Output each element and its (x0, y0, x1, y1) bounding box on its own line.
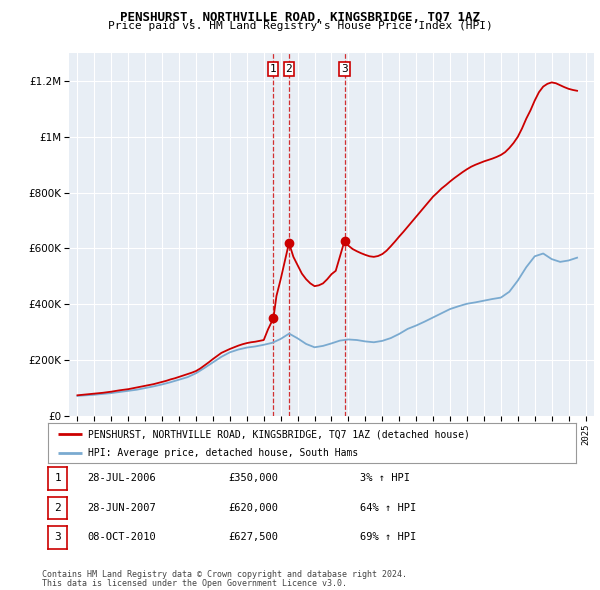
Text: Price paid vs. HM Land Registry's House Price Index (HPI): Price paid vs. HM Land Registry's House … (107, 21, 493, 31)
Text: 1: 1 (270, 64, 277, 74)
Text: £627,500: £627,500 (228, 533, 278, 542)
Text: 2: 2 (54, 503, 61, 513)
Text: Contains HM Land Registry data © Crown copyright and database right 2024.: Contains HM Land Registry data © Crown c… (42, 570, 407, 579)
Text: 3% ↑ HPI: 3% ↑ HPI (360, 474, 410, 483)
Text: PENSHURST, NORTHVILLE ROAD, KINGSBRIDGE, TQ7 1AZ: PENSHURST, NORTHVILLE ROAD, KINGSBRIDGE,… (120, 11, 480, 24)
Text: 2: 2 (286, 64, 292, 74)
Text: 28-JUL-2006: 28-JUL-2006 (87, 474, 156, 483)
Text: £350,000: £350,000 (228, 474, 278, 483)
Text: 28-JUN-2007: 28-JUN-2007 (87, 503, 156, 513)
Text: £620,000: £620,000 (228, 503, 278, 513)
Text: 64% ↑ HPI: 64% ↑ HPI (360, 503, 416, 513)
Text: 08-OCT-2010: 08-OCT-2010 (87, 533, 156, 542)
Text: 69% ↑ HPI: 69% ↑ HPI (360, 533, 416, 542)
Text: 3: 3 (341, 64, 348, 74)
Text: 1: 1 (54, 474, 61, 483)
Text: HPI: Average price, detached house, South Hams: HPI: Average price, detached house, Sout… (88, 448, 358, 458)
Text: 3: 3 (54, 533, 61, 542)
Text: This data is licensed under the Open Government Licence v3.0.: This data is licensed under the Open Gov… (42, 579, 347, 588)
Text: PENSHURST, NORTHVILLE ROAD, KINGSBRIDGE, TQ7 1AZ (detached house): PENSHURST, NORTHVILLE ROAD, KINGSBRIDGE,… (88, 430, 469, 440)
